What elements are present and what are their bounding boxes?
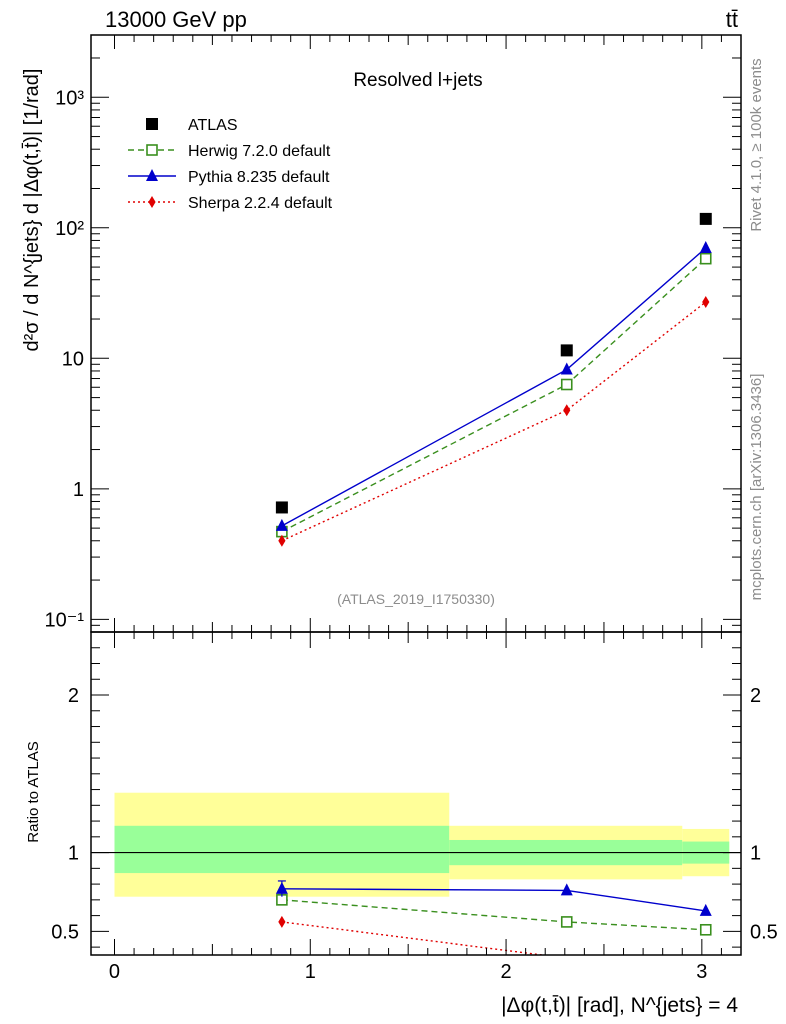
- pythia-point: [275, 518, 288, 531]
- legend-pythia-label: Pythia 8.235 default: [188, 169, 330, 186]
- ratio-sherpa-point: [278, 915, 286, 928]
- ratio-pythia-point: [275, 881, 288, 894]
- energy-label: 13000 GeV pp: [105, 7, 247, 32]
- atlas-point: [275, 501, 288, 514]
- main-title: Resolved l+jets: [353, 70, 482, 91]
- process-label: tt̄: [726, 7, 738, 32]
- legend-sherpa-marker: [148, 196, 156, 208]
- legend-pythia-marker: [146, 169, 158, 181]
- legend-herwig-marker: [146, 144, 158, 156]
- herwig-point: [699, 252, 712, 265]
- legend-sherpa-label: Sherpa 2.2.4 default: [188, 195, 333, 212]
- x-tick-label: 2: [500, 961, 511, 983]
- ratio-y-tick-label-right: 1: [750, 843, 761, 865]
- ratio-y-tick-label-right: 2: [750, 685, 761, 707]
- y-tick-label: 10: [62, 348, 84, 370]
- legend: ATLAS Herwig 7.2.0 default Pythia 8.235 de…: [128, 117, 333, 212]
- y-tick-label: 10⁻¹: [45, 609, 85, 631]
- ratio-herwig-point: [699, 923, 712, 936]
- pythia-point: [560, 362, 573, 375]
- legend-herwig-label: Herwig 7.2.0 default: [188, 143, 331, 160]
- atlas-point: [699, 212, 712, 225]
- x-tick-label: 3: [696, 961, 707, 983]
- ratio-herwig-line: [281, 899, 706, 931]
- ratio-y-tick-label-right: 0.5: [750, 921, 778, 943]
- sherpa-point: [702, 296, 710, 309]
- sherpa-point: [278, 534, 286, 547]
- sherpa-line: [281, 301, 707, 542]
- ratio-frame: [90, 631, 742, 956]
- analysis-id: (ATLAS_2019_I1750330): [337, 591, 495, 607]
- ratio-y-tick-label-left: 1: [68, 843, 79, 865]
- pythia-line: [281, 247, 707, 527]
- x-axis-label: |Δφ(t,t̄)| [rad], N^{jets} = 4: [501, 994, 738, 1017]
- ratio-pythia-point: [560, 883, 573, 896]
- mcplots-label: mcplots.cern.ch [arXiv:1306.3436]: [748, 374, 765, 601]
- legend-atlas-marker: [146, 118, 158, 130]
- rivet-label: Rivet 4.1.0, ≥ 100k events: [748, 58, 765, 231]
- ratio-sherpa-line: [281, 921, 548, 955]
- y-tick-label: 10³: [55, 87, 84, 109]
- main-y-axis-label: d²σ / d N^{jets} d |Δφ(t,t̄)| [1/rad]: [21, 69, 43, 352]
- ratio-panel: 0.5 0.5 1 1 2 2 0 1 2 3 Ratio to ATLAS |Δφ(t,t̄)|…: [25, 631, 778, 1017]
- x-tick-label: 0: [109, 961, 120, 983]
- sherpa-point: [563, 404, 571, 417]
- main-panel: 10⁻¹ 1 10 10² 10³ Resolved l+jets (ATLAS_201…: [21, 34, 742, 633]
- x-tick-label: 1: [305, 961, 316, 983]
- herwig-point: [560, 378, 573, 391]
- ratio-pythia-point: [699, 903, 712, 916]
- ratio-y-axis-label: Ratio to ATLAS: [25, 741, 42, 842]
- ratio-herwig-point: [560, 916, 573, 928]
- ratio-y-tick-label-left: 2: [68, 685, 79, 707]
- band-stat: [114, 825, 450, 874]
- pythia-point: [699, 241, 712, 254]
- legend-atlas-label: ATLAS: [188, 117, 238, 134]
- atlas-point: [560, 344, 573, 357]
- ratio-y-tick-label-left: 0.5: [51, 921, 79, 943]
- y-tick-label: 1: [73, 479, 84, 501]
- y-tick-label: 10²: [55, 218, 84, 240]
